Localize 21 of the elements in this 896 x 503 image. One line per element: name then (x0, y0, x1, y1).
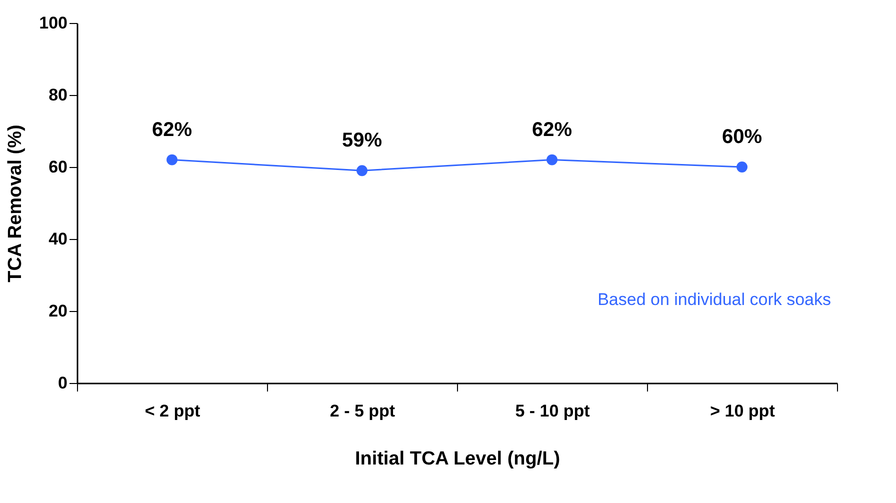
y-axis-title: TCA Removal (%) (5, 124, 26, 282)
point (356, 165, 368, 176)
y-tick-label: 100 (39, 14, 68, 32)
data-label: 59% (342, 130, 382, 152)
data-label: 62% (152, 118, 192, 141)
y-tick-label: 20 (48, 302, 68, 320)
annotation: Based on individual cork soaks (598, 290, 831, 309)
x-tick-label: < 2 ppt (144, 402, 200, 420)
point (546, 154, 558, 166)
data-label: 60% (722, 126, 762, 148)
y-tick-label: 60 (48, 158, 68, 176)
point (736, 162, 748, 172)
data-label: 62% (532, 118, 572, 141)
y-tick-label: 0 (58, 374, 68, 392)
y-tick-label: 80 (48, 86, 68, 104)
x-tick-label: > 10 ppt (710, 402, 776, 420)
x-tick-label: 2 - 5 ppt (330, 402, 396, 420)
point (166, 154, 178, 166)
x-tick-label: 5 - 10 ppt (515, 402, 590, 420)
y-tick-label: 40 (48, 230, 68, 248)
x-axis-title: Initial TCA Level (ng/L) (354, 448, 560, 470)
